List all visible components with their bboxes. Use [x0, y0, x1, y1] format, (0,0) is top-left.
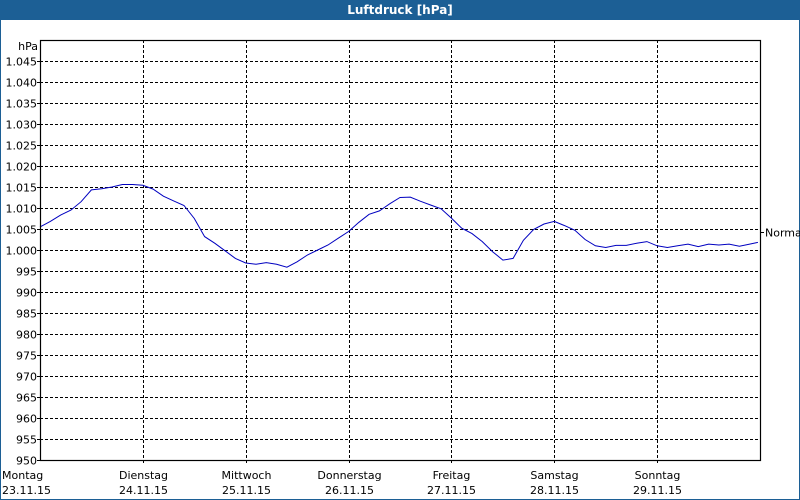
y-tick-label: 980	[16, 329, 37, 342]
x-axis: Montag 23.11.15 Dienstag 24.11.15 Mittwoch 25…	[2, 469, 682, 497]
x-tick-day-label: Freitag	[433, 469, 471, 482]
y-tick-label: 1.010	[6, 203, 38, 216]
y-tick-label: 1.040	[6, 77, 38, 90]
x-tick-day-label: Samstag	[530, 469, 578, 482]
y-tick-label: 970	[16, 371, 37, 384]
y-tick-label: 995	[16, 266, 37, 279]
pressure-line	[39, 184, 759, 268]
y-tick-label: 950	[16, 455, 37, 468]
x-tick-date-label: 23.11.15	[2, 484, 51, 497]
window-title: Luftdruck [hPa]	[0, 0, 800, 20]
y-tick-label: 1.020	[6, 161, 38, 174]
y-tick-label: 1.000	[6, 245, 38, 258]
x-tick-day-label: Montag	[2, 469, 43, 482]
x-tick-date-label: 25.11.15	[222, 484, 271, 497]
y-tick-label: 1.015	[6, 182, 38, 195]
plot-frame	[39, 39, 762, 462]
y-tick-label: 990	[16, 287, 37, 300]
x-tick-day-label: Sonntag	[635, 469, 681, 482]
x-tick-day-label: Dienstag	[119, 469, 168, 482]
x-tick-date-label: 26.11.15	[325, 484, 374, 497]
normal-reference-label: Normal	[765, 227, 800, 240]
y-tick-label: 960	[16, 413, 37, 426]
y-tick-label: 1.005	[6, 224, 38, 237]
y-tick-label: 1.045	[6, 56, 38, 69]
y-tick-label: 1.025	[6, 140, 38, 153]
y-tick-label: 965	[16, 392, 37, 405]
x-tick-day-label: Donnerstag	[317, 469, 381, 482]
x-tick-date-label: 29.11.15	[633, 484, 682, 497]
y-axis: hPa 950 955 960 965 970 975 980 985 990 995 1.000 1…	[6, 40, 39, 468]
x-tick-date-label: 27.11.15	[427, 484, 476, 497]
y-tick-label: 1.030	[6, 119, 38, 132]
y-tick-label: 955	[16, 434, 37, 447]
y-tick-label: 975	[16, 350, 37, 363]
grid-lines	[37, 40, 760, 464]
y-tick-label: 985	[16, 308, 37, 321]
y-tick-label: 1.035	[6, 98, 38, 111]
x-tick-day-label: Mittwoch	[222, 469, 272, 482]
x-tick-date-label: 28.11.15	[530, 484, 579, 497]
x-tick-date-label: 24.11.15	[119, 484, 168, 497]
y-axis-unit-label: hPa	[18, 40, 38, 53]
